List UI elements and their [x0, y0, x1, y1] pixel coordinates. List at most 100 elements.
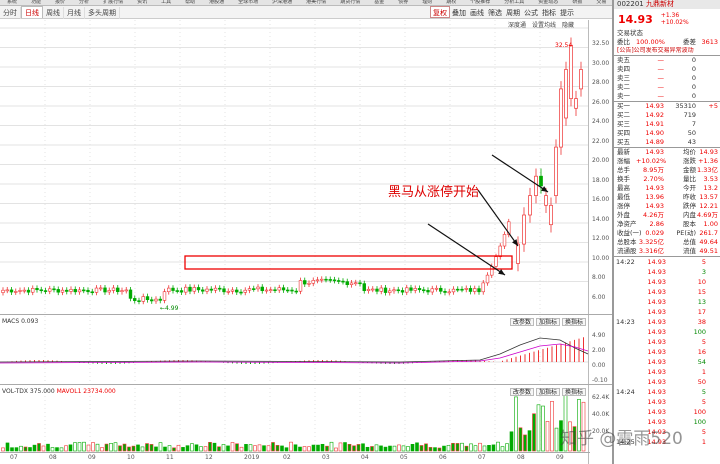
chart-subbar[interactable]: 深度通 设置均线 隐藏: [505, 20, 612, 30]
macd-button[interactable]: 加指标: [536, 318, 561, 326]
tick-time: [614, 337, 636, 347]
weibi-label: 委比: [617, 38, 630, 46]
subbar-item[interactable]: 深度通: [508, 22, 527, 29]
menu-item[interactable]: 资讯: [137, 0, 148, 5]
toolbar-item[interactable]: 筛选: [488, 9, 502, 17]
x-tick: 10: [127, 454, 135, 461]
menu-item[interactable]: 工具: [161, 0, 172, 5]
chart-canvas[interactable]: [0, 20, 588, 464]
volume-bar: [491, 444, 496, 452]
candle-body: [485, 274, 490, 284]
toolbar-item[interactable]: 叠加: [452, 9, 466, 17]
menu-item[interactable]: 全球市场: [238, 0, 259, 5]
menu-bar[interactable]: 系统 功能 报价 分析 扩展行情 资讯 工具 帮助 港股通 全球市场 沪深港通 港美行情 期货行情 基金 债…: [0, 0, 720, 6]
book-volume: 0: [691, 74, 696, 82]
tab-0[interactable]: 分时: [0, 7, 21, 19]
quote-panel: 002201 九鼎新材 14.93 +1.36 +10.02% 交易状态 委比 10…: [612, 0, 720, 464]
toolbar-item[interactable]: 周期: [506, 9, 520, 17]
volume-bar: [19, 445, 23, 452]
tick-time: 14:22: [616, 258, 635, 266]
volume-bar: [244, 444, 248, 452]
chart-toolbar[interactable]: 复权 叠加 画线 筛选 周期 公式 指标 提示: [430, 6, 612, 19]
menu-item[interactable]: 期货行情: [340, 0, 361, 5]
volume-bar: [460, 442, 464, 452]
stat-row: 涨停 14.93 跌停 12.21: [614, 202, 720, 211]
toolbar-item[interactable]: 画线: [470, 9, 484, 17]
candle-body: [247, 288, 252, 291]
tick-row: 14.93 5: [614, 337, 720, 347]
vol-button[interactable]: 换指标: [562, 388, 587, 396]
stat-label: 外盘: [617, 211, 630, 219]
vol-tick: 40.0K: [592, 411, 610, 418]
menu-item[interactable]: 基金: [374, 0, 385, 5]
candle-body: [341, 280, 345, 283]
menu-item[interactable]: 系统: [7, 0, 18, 5]
macd-button[interactable]: 改参数: [510, 318, 535, 326]
menu-item[interactable]: 港股通: [209, 0, 225, 5]
menu-item[interactable]: 分析: [79, 0, 90, 5]
menu-item[interactable]: 交易: [596, 0, 607, 5]
volume-bar: [446, 445, 451, 452]
tab-4[interactable]: 多头周期: [85, 7, 120, 19]
tick-volume: 100: [693, 418, 706, 426]
candle-body: [192, 287, 196, 292]
vol-button[interactable]: 加指标: [536, 388, 561, 396]
toolbar-item[interactable]: 指标: [542, 9, 556, 17]
candle-body: [162, 291, 167, 301]
volume-bar: [86, 444, 91, 452]
book-volume: 0: [691, 65, 696, 73]
period-tabs[interactable]: 分时 日线 周线 月线 多头周期: [0, 6, 430, 19]
candle-body: [86, 289, 90, 293]
menu-item[interactable]: 分析工具: [504, 0, 525, 5]
tick-row: 14.93 5: [614, 427, 720, 437]
subbar-item[interactable]: 隐藏: [562, 22, 575, 29]
candle-body: [133, 298, 137, 301]
vol-buttons[interactable]: 改参数 加指标 换指标: [508, 387, 587, 396]
toolbar-item[interactable]: 公式: [524, 9, 538, 17]
tick-list[interactable]: 14:22 14.93 5 14.93 3 14.93 10 14.93 15 14.93 13 14…: [614, 256, 720, 447]
menu-item[interactable]: 帮助: [185, 0, 196, 5]
menu-item[interactable]: 功能: [31, 0, 42, 5]
menu-item[interactable]: 个股推荐: [470, 0, 491, 5]
tab-3[interactable]: 月线: [64, 7, 85, 19]
tick-volume: 54: [697, 358, 706, 366]
menu-item[interactable]: 理财: [422, 0, 433, 5]
candle-body: [1, 289, 5, 293]
subbar-item[interactable]: 设置均线: [532, 22, 557, 29]
menu-item[interactable]: 港美行情: [306, 0, 327, 5]
candle-body: [222, 288, 226, 293]
menu-item[interactable]: 债券: [398, 0, 409, 5]
volume-bar: [428, 447, 433, 452]
tick-volume: 100: [693, 408, 706, 416]
tab-2[interactable]: 周线: [43, 7, 64, 19]
menu-item[interactable]: 资金动态: [538, 0, 559, 5]
candle-body: [298, 280, 303, 292]
toolbar-item[interactable]: 提示: [560, 9, 574, 17]
tab-1[interactable]: 日线: [21, 6, 43, 18]
macd-buttons[interactable]: 改参数 加指标 换指标: [508, 317, 587, 326]
tick-volume: 50: [697, 378, 706, 386]
volume-bar: [577, 399, 581, 452]
toolbar-item[interactable]: 复权: [430, 6, 450, 18]
candle-body: [439, 287, 443, 292]
candle-body: [443, 291, 447, 293]
tick-price: 14.93: [647, 408, 666, 416]
candle-body: [171, 287, 175, 291]
vol-button[interactable]: 改参数: [510, 388, 535, 396]
candle-body: [579, 69, 583, 90]
macd-button[interactable]: 换指标: [562, 318, 587, 326]
menu-item[interactable]: 研报: [572, 0, 583, 5]
volume-bar: [248, 444, 253, 452]
volume-bar: [68, 444, 73, 452]
annotation-arrowhead: [541, 186, 548, 192]
menu-item[interactable]: 报价: [55, 0, 66, 5]
menu-item[interactable]: 沪深港通: [272, 0, 293, 5]
tick-volume: 3: [701, 268, 706, 276]
volume-bar: [257, 444, 262, 452]
menu-item[interactable]: 扩展行情: [103, 0, 124, 5]
tick-row: 14.93 1: [614, 367, 720, 377]
stock-header: 002201 九鼎新材: [614, 0, 720, 9]
candle-body: [366, 288, 371, 291]
notice-line[interactable]: [公告]公司发布交易异常波动: [617, 47, 694, 54]
menu-item[interactable]: 期权: [446, 0, 457, 5]
